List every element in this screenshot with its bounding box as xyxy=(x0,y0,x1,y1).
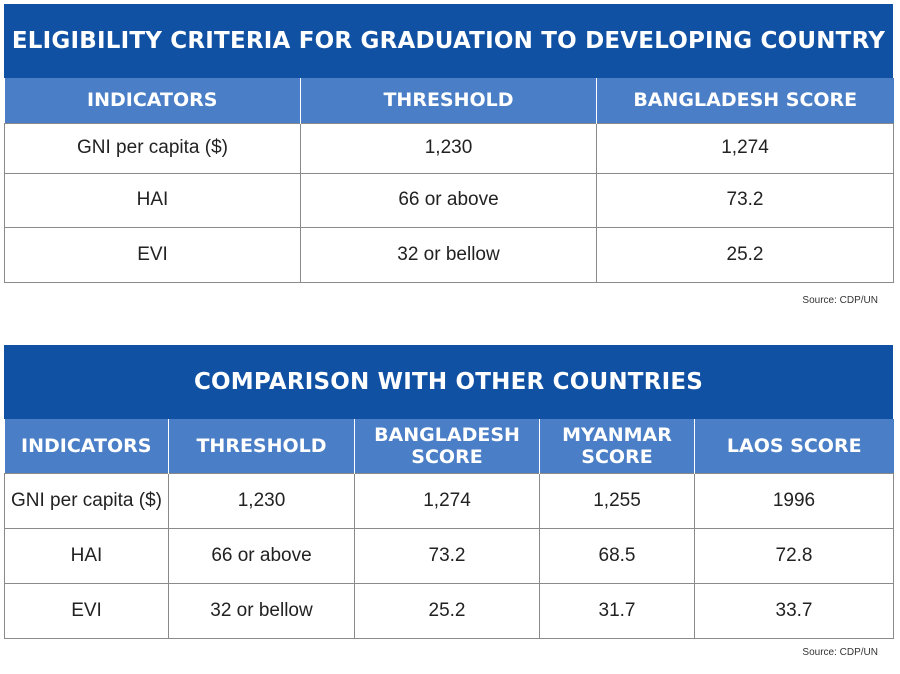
column-header-indicators: INDICATORS xyxy=(4,419,169,473)
eligibility-table-title: ELIGIBILITY CRITERIA FOR GRADUATION TO D… xyxy=(4,4,893,78)
table-row: EVI 32 or bellow 25.2 31.7 33.7 xyxy=(4,582,894,639)
bangladesh-score-cell: 73.2 xyxy=(354,527,540,584)
threshold-cell: 1,230 xyxy=(168,472,355,529)
indicator-cell: HAI xyxy=(4,527,169,584)
myanmar-score-cell: 31.7 xyxy=(539,582,695,639)
column-header-bangladesh-score: BANGLADESH SCORE xyxy=(354,419,540,473)
comparison-table-block: COMPARISON WITH OTHER COUNTRIES INDICATO… xyxy=(4,345,894,639)
myanmar-score-cell: 68.5 xyxy=(539,527,695,584)
threshold-cell: 66 or above xyxy=(300,172,597,228)
laos-score-cell: 33.7 xyxy=(694,582,894,639)
table-row: HAI 66 or above 73.2 xyxy=(4,172,894,228)
bangladesh-score-cell: 1,274 xyxy=(596,122,894,174)
laos-score-cell: 72.8 xyxy=(694,527,894,584)
indicator-cell: GNI per capita ($) xyxy=(4,122,301,174)
laos-score-cell: 1996 xyxy=(694,472,894,529)
threshold-cell: 32 or bellow xyxy=(300,226,597,283)
column-header-indicators: INDICATORS xyxy=(4,78,301,123)
table-row: GNI per capita ($) 1,230 1,274 xyxy=(4,122,894,174)
table-row: GNI per capita ($) 1,230 1,274 1,255 199… xyxy=(4,472,894,529)
indicator-cell: EVI xyxy=(4,582,169,639)
table-row: EVI 32 or bellow 25.2 xyxy=(4,226,894,283)
column-header-myanmar-score: MYANMAR SCORE xyxy=(539,419,695,473)
table-header-row: INDICATORS THRESHOLD BANGLADESH SCORE MY… xyxy=(4,419,894,473)
source-note: Source: CDP/UN xyxy=(802,647,878,658)
column-header-laos-score: LAOS SCORE xyxy=(694,419,894,473)
eligibility-table-block: ELIGIBILITY CRITERIA FOR GRADUATION TO D… xyxy=(4,4,894,283)
myanmar-score-cell: 1,255 xyxy=(539,472,695,529)
eligibility-table: INDICATORS THRESHOLD BANGLADESH SCORE GN… xyxy=(4,78,894,283)
table-header-row: INDICATORS THRESHOLD BANGLADESH SCORE xyxy=(4,78,894,123)
bangladesh-score-cell: 1,274 xyxy=(354,472,540,529)
threshold-cell: 32 or bellow xyxy=(168,582,355,639)
threshold-cell: 1,230 xyxy=(300,122,597,174)
source-note: Source: CDP/UN xyxy=(802,295,878,306)
bangladesh-score-cell: 25.2 xyxy=(354,582,540,639)
indicator-cell: HAI xyxy=(4,172,301,228)
bangladesh-score-cell: 25.2 xyxy=(596,226,894,283)
comparison-table: INDICATORS THRESHOLD BANGLADESH SCORE MY… xyxy=(4,419,894,639)
bangladesh-score-cell: 73.2 xyxy=(596,172,894,228)
threshold-cell: 66 or above xyxy=(168,527,355,584)
column-header-bangladesh-score: BANGLADESH SCORE xyxy=(596,78,894,123)
indicator-cell: GNI per capita ($) xyxy=(4,472,169,529)
table-row: HAI 66 or above 73.2 68.5 72.8 xyxy=(4,527,894,584)
indicator-cell: EVI xyxy=(4,226,301,283)
comparison-table-title: COMPARISON WITH OTHER COUNTRIES xyxy=(4,345,893,419)
column-header-threshold: THRESHOLD xyxy=(300,78,597,123)
column-header-threshold: THRESHOLD xyxy=(168,419,355,473)
